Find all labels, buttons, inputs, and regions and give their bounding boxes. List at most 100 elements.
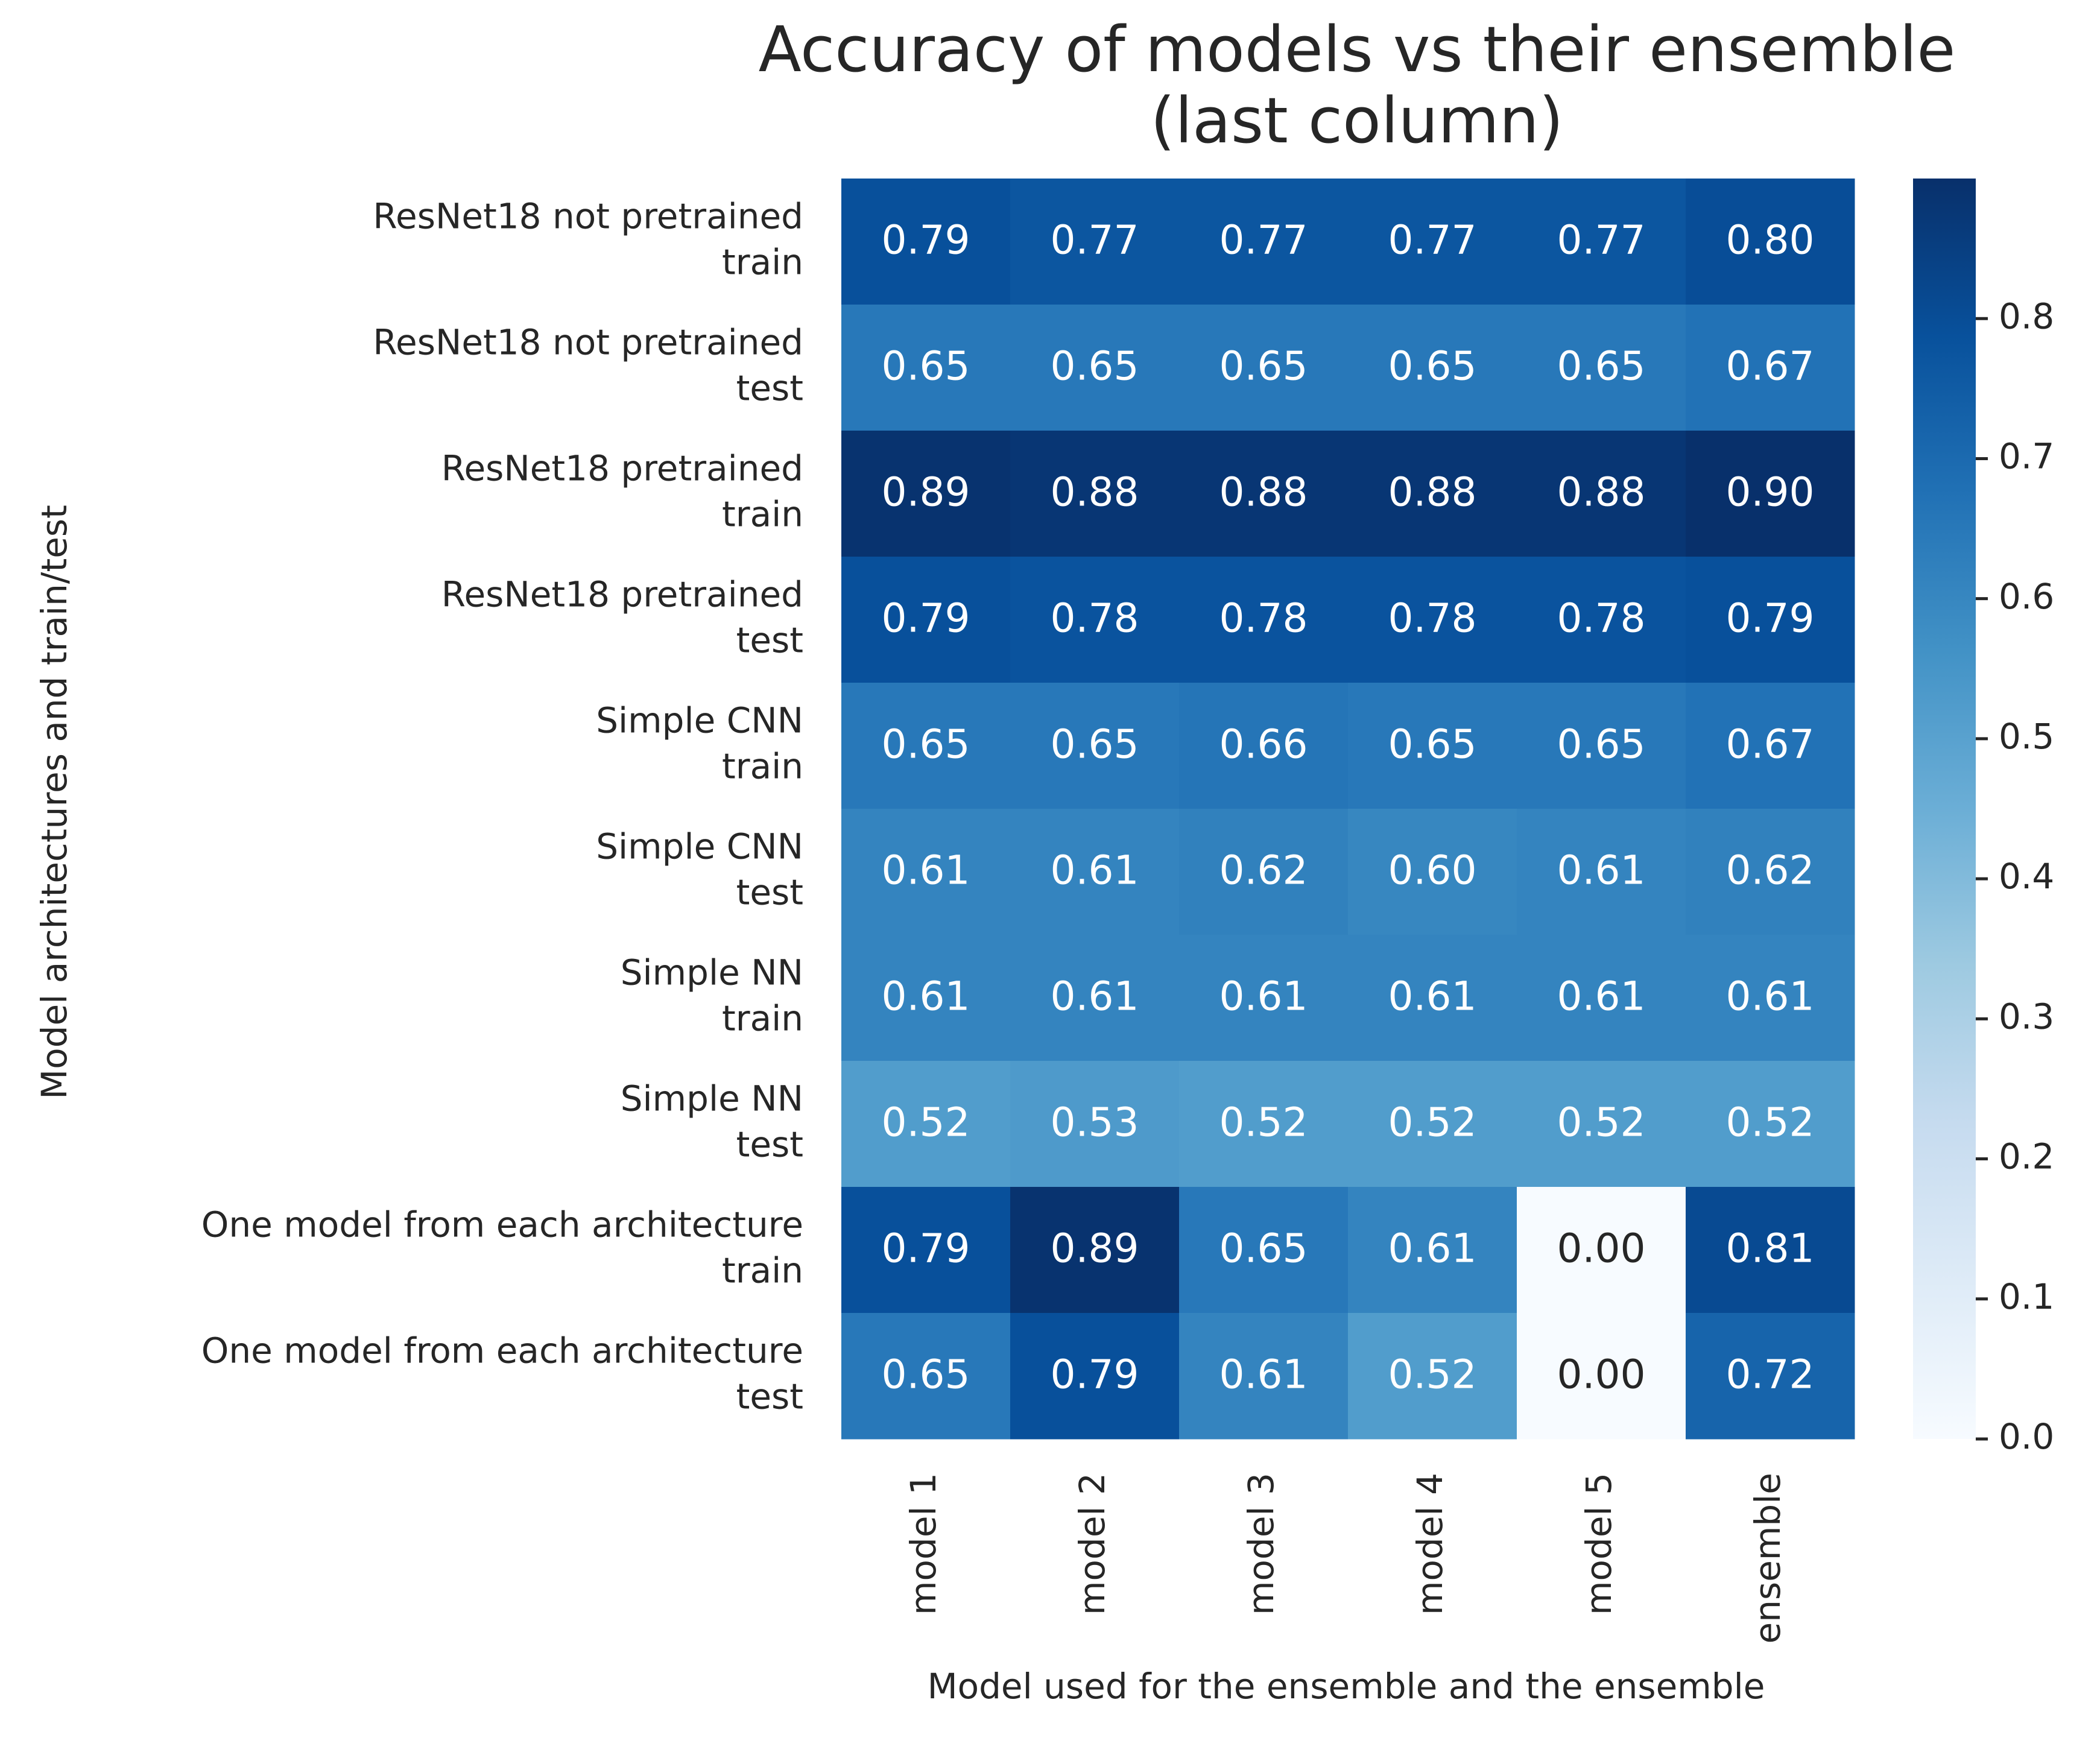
heatmap-cell <box>1010 1313 1180 1440</box>
heatmap-cell <box>1179 431 1349 557</box>
cell-value-label: 0.78 <box>1051 595 1139 642</box>
cell-value-label: 0.65 <box>882 343 970 390</box>
y-tick-label: train <box>722 1250 803 1291</box>
cell-value-label: 0.62 <box>1726 847 1815 894</box>
y-tick-label: test <box>736 1376 803 1417</box>
y-tick-label: One model from each architecture <box>201 1204 803 1245</box>
cell-value-label: 0.65 <box>1388 343 1477 390</box>
cell-value-label: 0.61 <box>1219 1352 1308 1398</box>
cell-value-label: 0.52 <box>1219 1099 1308 1146</box>
heatmap-cell <box>841 935 1011 1061</box>
heatmap-cell <box>1010 431 1180 557</box>
heatmap-cell <box>1348 179 1517 305</box>
cell-value-label: 0.79 <box>882 217 970 264</box>
heatmap-cell <box>1517 431 1686 557</box>
cell-value-label: 0.77 <box>1557 217 1646 264</box>
y-tick-label: train <box>722 494 803 535</box>
cell-value-label: 0.65 <box>1219 343 1308 390</box>
cell-value-label: 0.72 <box>1726 1352 1815 1398</box>
heatmap-cell <box>841 1061 1011 1187</box>
colorbar-tick-label: 0.1 <box>1999 1276 2054 1317</box>
heatmap-cell <box>1179 1061 1349 1187</box>
heatmap-cell <box>1686 809 1855 935</box>
heatmap-cell <box>1348 1313 1517 1440</box>
y-tick-label: ResNet18 pretrained <box>441 574 803 615</box>
cell-value-label: 0.52 <box>882 1099 970 1146</box>
heatmap-cell <box>1686 935 1855 1061</box>
heatmap-cell <box>1179 1313 1349 1440</box>
cell-value-label: 0.65 <box>1219 1225 1308 1272</box>
cell-value-label: 0.77 <box>1219 217 1308 264</box>
heatmap-cell <box>1686 1313 1855 1440</box>
cell-value-label: 0.65 <box>1557 343 1646 390</box>
heatmap-cell <box>1010 1187 1180 1314</box>
heatmap-cell <box>1517 179 1686 305</box>
cell-value-label: 0.89 <box>882 469 970 516</box>
heatmap-cell <box>1179 179 1349 305</box>
cell-value-label: 0.61 <box>1051 973 1139 1020</box>
cell-value-label: 0.78 <box>1557 595 1646 642</box>
cell-value-label: 0.80 <box>1726 217 1815 264</box>
colorbar-gradient <box>1913 179 1976 1439</box>
heatmap-cell <box>1179 305 1349 431</box>
cell-value-label: 0.67 <box>1726 343 1815 390</box>
x-axis-label: Model used for the ensemble and the ense… <box>928 1666 1765 1707</box>
heatmap-cell <box>1010 557 1180 683</box>
heatmap-cell <box>1179 683 1349 809</box>
y-tick-label: ResNet18 not pretrained <box>373 322 803 363</box>
heatmap-cell <box>1686 683 1855 809</box>
cell-value-label: 0.79 <box>1051 1352 1139 1398</box>
heatmap-cell <box>841 557 1011 683</box>
heatmap-cell <box>1348 935 1517 1061</box>
chart-title: Accuracy of models vs their ensemble(las… <box>759 13 1956 157</box>
heatmap-cell <box>1010 809 1180 935</box>
y-tick-label: train <box>722 242 803 283</box>
y-tick-label: Simple NN <box>621 1078 803 1119</box>
cell-value-label: 0.53 <box>1051 1099 1139 1146</box>
heatmap-cell <box>841 683 1011 809</box>
y-tick-label: test <box>736 368 803 409</box>
cell-value-label: 0.61 <box>1557 973 1646 1020</box>
cell-value-label: 0.65 <box>1557 721 1646 768</box>
cell-value-label: 0.65 <box>1388 721 1477 768</box>
heatmap-cell <box>1010 683 1180 809</box>
heatmap-cell <box>1686 1061 1855 1187</box>
heatmap-cell <box>1348 683 1517 809</box>
y-tick-labels: ResNet18 not pretrained train ResNet18 not… <box>201 196 803 1417</box>
heatmap-cell <box>1686 557 1855 683</box>
cell-value-label: 0.61 <box>1388 973 1477 1020</box>
cell-value-label: 0.52 <box>1388 1352 1477 1398</box>
heatmap-cell <box>1348 1187 1517 1314</box>
heatmap-cell <box>1517 1313 1686 1440</box>
cell-value-label: 0.88 <box>1051 469 1139 516</box>
heatmap-cell <box>1348 809 1517 935</box>
y-tick-label: train <box>722 998 803 1039</box>
cell-value-label: 0.88 <box>1219 469 1308 516</box>
cell-value-label: 0.65 <box>882 1352 970 1398</box>
heatmap-cell <box>841 179 1011 305</box>
y-tick-label: Simple CNN <box>596 826 803 867</box>
cell-value-label: 0.00 <box>1557 1352 1646 1398</box>
x-tick-label: model 4 <box>1409 1473 1450 1615</box>
cell-value-label: 0.67 <box>1726 721 1815 768</box>
heatmap-cell <box>1010 179 1180 305</box>
cell-value-label: 0.79 <box>882 1225 970 1272</box>
cell-value-label: 0.62 <box>1219 847 1308 894</box>
heatmap-cell <box>1517 1187 1686 1314</box>
heatmap-cell <box>1686 305 1855 431</box>
x-tick-label: model 2 <box>1072 1473 1113 1615</box>
cell-value-label: 0.66 <box>1219 721 1308 768</box>
heatmap-cell <box>1517 809 1686 935</box>
cell-value-label: 0.88 <box>1557 469 1646 516</box>
colorbar-tick-label: 0.2 <box>1999 1136 2054 1177</box>
heatmap-cell <box>1686 179 1855 305</box>
cell-value-label: 0.61 <box>882 847 970 894</box>
y-tick-label: One model from each architecture <box>201 1330 803 1371</box>
cell-value-label: 0.61 <box>1726 973 1815 1020</box>
y-tick-label: Simple NN <box>621 952 803 993</box>
heatmap-cell <box>1517 683 1686 809</box>
title-line: Accuracy of models vs their ensemble <box>759 13 1956 86</box>
cell-value-label: 0.61 <box>1557 847 1646 894</box>
heatmap-cell <box>841 809 1011 935</box>
heatmap-cell <box>1517 1061 1686 1187</box>
